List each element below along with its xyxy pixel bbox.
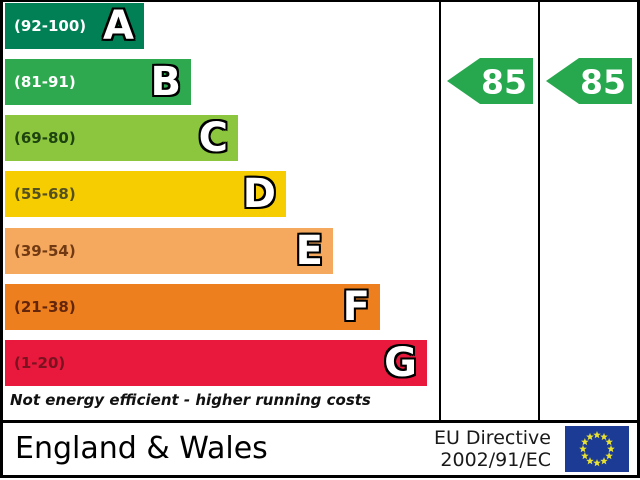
- eu-flag-star: [593, 459, 601, 467]
- eu-directive-line2: 2002/91/EC: [440, 449, 551, 471]
- band-letter: A: [103, 3, 134, 49]
- band-range-label: (39-54): [14, 242, 76, 260]
- eu-flag-star: [581, 452, 589, 460]
- potential-column-divider: [538, 0, 540, 420]
- eu-flag-star: [586, 432, 594, 441]
- rating-value: 85: [580, 63, 626, 102]
- current-column-divider: [439, 0, 441, 420]
- band-letter: B: [150, 59, 182, 105]
- band-range-label: (55-68): [14, 185, 76, 203]
- rating-value: 85: [481, 63, 527, 102]
- eu-flag-star: [600, 432, 608, 441]
- band-letter: C: [198, 115, 228, 161]
- eu-flag-star: [586, 457, 594, 465]
- band-letter: G: [384, 340, 417, 386]
- bottom-caption: Not energy efficient - higher running co…: [10, 391, 371, 409]
- band-letter: D: [242, 171, 276, 217]
- band-row-g: (1-20) G: [5, 340, 427, 386]
- band-row-b: (81-91) B: [5, 59, 191, 105]
- region-label: England & Wales: [15, 431, 268, 466]
- arrow-shape: [546, 58, 632, 104]
- eu-flag-star: [607, 445, 615, 453]
- footer: England & Wales EU Directive 2002/91/EC: [0, 420, 640, 478]
- eu-directive-line1: EU Directive: [433, 427, 551, 449]
- eu-flag-star: [605, 438, 613, 446]
- eu-flag-star: [581, 438, 589, 446]
- band-row-a: (92-100) A: [5, 3, 144, 49]
- band-range-label: (21-38): [14, 298, 76, 316]
- band-row-d: (55-68) D: [5, 171, 286, 217]
- band-range-label: (69-80): [14, 129, 76, 147]
- potential-rating-arrow: 85: [546, 58, 632, 104]
- eu-flag-star: [593, 431, 601, 439]
- eu-flag-star: [579, 445, 587, 453]
- arrow-shape: [447, 58, 533, 104]
- eu-flag-star: [605, 452, 613, 460]
- eu-flag-icon: [565, 426, 629, 472]
- band-row-c: (69-80) C: [5, 115, 238, 161]
- band-range-label: (1-20): [14, 354, 66, 372]
- band-range-label: (92-100): [14, 17, 87, 35]
- band-letter: F: [342, 284, 370, 330]
- band-range-label: (81-91): [14, 73, 76, 91]
- band-row-e: (39-54) E: [5, 228, 333, 274]
- band-row-f: (21-38) F: [5, 284, 380, 330]
- eu-directive-label: EU Directive 2002/91/EC: [434, 427, 551, 471]
- band-letter: E: [295, 228, 323, 274]
- eu-flag-star: [600, 457, 608, 465]
- current-rating-arrow: 85: [447, 58, 533, 104]
